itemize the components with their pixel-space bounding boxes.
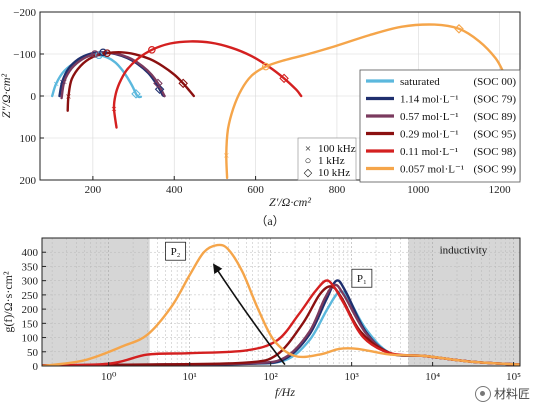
- legend-entry-soc: (SOC 00): [474, 76, 517, 88]
- drt-y-tick-label: 400: [22, 247, 39, 259]
- nyquist-markers: × ×××××: [53, 24, 464, 162]
- marker-legend-symbol: ○: [305, 155, 312, 167]
- drt-y-tick-label: 200: [22, 304, 39, 316]
- watermark-text: 材料匠: [493, 387, 530, 401]
- nyquist-series-line: [225, 23, 505, 180]
- nyquist-x-tick-label: 1000: [407, 184, 430, 196]
- drt-x-tick-label: 10¹: [183, 371, 197, 383]
- nyquist-x-tick-label: 1200: [489, 184, 512, 196]
- drt-x-axis-label: f/Hz: [275, 385, 295, 399]
- legend-entry-soc: (SOC 98): [474, 146, 517, 158]
- series-legend-box: [359, 69, 521, 183]
- drt-y-tick-label: 50: [27, 347, 39, 359]
- marker-legend-label: 100 kHz: [318, 143, 356, 155]
- marker-100khz: ×: [111, 104, 117, 116]
- marker-1khz: [148, 45, 156, 54]
- drt-ticks: 10⁰ 10¹ 10² 10³ 10⁴ 10⁵ 0 50 100 150 200 250 300 350 4…: [22, 247, 522, 383]
- shaded-band: [408, 238, 520, 366]
- drt-x-tick-label: 10³: [344, 371, 359, 383]
- nyquist-curves: [51, 23, 505, 180]
- marker-1khz: [261, 62, 270, 71]
- marker-100khz: ×: [53, 78, 59, 90]
- nyquist-panel: × ××××× 200 400 600 800 1000 1200−200−10001002…: [0, 7, 521, 228]
- nyquist-series-line: [51, 53, 143, 99]
- nyquist-x-tick-label: 800: [329, 184, 346, 196]
- drt-x-tick-label: 10⁵: [506, 371, 521, 383]
- drt-y-axis-label: g(f)/Ω·s·cm²: [1, 271, 15, 333]
- drt-plot-frame: [41, 237, 521, 367]
- marker-10khz: [279, 73, 289, 84]
- marker-100khz: ×: [59, 76, 65, 88]
- nyquist-y-tick-label: 0: [31, 91, 37, 103]
- drt-y-tick-label: 250: [22, 290, 39, 302]
- drt-shaded-bands: [42, 238, 520, 366]
- drt-annotations: P₂ P₁ inductivity: [165, 241, 488, 366]
- p1-label-box: [351, 268, 373, 288]
- nyquist-series-line: [112, 40, 303, 129]
- marker-1khz: [99, 48, 107, 57]
- marker-10khz: [454, 24, 464, 34]
- nyquist-y-axis-label: Z″/Ω·cm²: [0, 73, 13, 118]
- drt-series-line: [42, 243, 520, 366]
- legend-entry-soc: (SOC 99): [474, 164, 517, 176]
- marker-100khz: ×: [223, 150, 229, 162]
- marker-10khz: [153, 78, 163, 89]
- marker-legend-symbol: ×: [305, 143, 311, 155]
- marker-100khz: ×: [61, 76, 67, 88]
- nyquist-y-tick-label: −100: [13, 49, 36, 61]
- drt-x-tick-label: 10²: [264, 371, 279, 383]
- marker-100khz: ×: [65, 91, 71, 103]
- nyquist-x-tick-label: 600: [247, 184, 264, 196]
- drt-y-tick-label: 300: [22, 276, 39, 288]
- drt-panel: 10⁰ 10¹ 10² 10³ 10⁴ 10⁵ 0 50 100 150 200 250 300 350 4…: [1, 237, 522, 399]
- marker-legend-box: [297, 137, 357, 181]
- marker-legend-symbol: ◇: [304, 167, 313, 179]
- drt-y-tick-label: 150: [22, 318, 39, 330]
- drt-x-tick-label: 10⁴: [425, 371, 440, 383]
- legend-entry-name: 0.29 mol·L⁻¹: [400, 129, 459, 141]
- nyquist-y-tick-label: 100: [20, 133, 37, 145]
- legend-entry-soc: (SOC 79): [474, 94, 517, 106]
- nyquist-x-tick-label: 400: [166, 184, 183, 196]
- drt-y-tick-label: 350: [22, 261, 39, 273]
- panel-label-a: （a）: [255, 214, 284, 228]
- p2-label-box: [165, 241, 186, 261]
- nyquist-x-tick-label: 200: [85, 184, 102, 196]
- drt-x-tick-label: 10⁰: [101, 371, 117, 383]
- legend-entry-name: 0.11 mol·L⁻¹: [400, 146, 458, 158]
- drt-curves: [42, 243, 520, 366]
- legend-entry-soc: (SOC 95): [474, 129, 517, 141]
- legend-entry-soc: (SOC 89): [474, 111, 517, 123]
- legend-entry-name: 0.057 mol·L⁻¹: [400, 164, 464, 176]
- nyquist-ticks: 200 400 600 800 1000 1200 −200 −100 0 100 200: [13, 7, 511, 196]
- marker-legend-label: 10 kHz: [318, 167, 350, 179]
- inductivity-label: inductivity: [440, 245, 488, 257]
- marker-10khz: [131, 89, 141, 99]
- legend-entry-name: 0.57 mol·L⁻¹: [400, 111, 459, 123]
- marker-10khz: [178, 78, 188, 89]
- shift-arrow: [213, 263, 286, 366]
- nyquist-series-line: [66, 51, 195, 112]
- nyquist-y-tick-label: 200: [20, 175, 37, 187]
- nyquist-series-line: [60, 51, 166, 100]
- series-legend: saturated (SOC 00) 1.14 mol·L⁻¹ (SOC 79) 0.5…: [359, 69, 521, 183]
- wechat-icon: [474, 385, 491, 402]
- marker-10khz: [154, 84, 165, 95]
- nyquist-x-axis-label: Z′/Ω·cm²: [269, 195, 311, 209]
- drt-y-tick-label: 0: [33, 361, 39, 373]
- p1-label: P₁: [357, 273, 367, 285]
- watermark: 材料匠: [474, 385, 530, 402]
- shaded-band: [42, 238, 150, 366]
- legend-entry-name: 1.14 mol·L⁻¹: [400, 94, 459, 106]
- frequency-marker-legend: × 100 kHz ○ 1 kHz ◇ 10 kHz: [297, 137, 357, 181]
- p2-label: P₂: [171, 246, 181, 258]
- marker-legend-label: 1 kHz: [318, 155, 345, 167]
- legend-entry-name: saturated: [400, 76, 440, 88]
- marker-1khz: [91, 50, 99, 58]
- marker-1khz: [103, 49, 111, 57]
- drt-y-tick-label: 100: [22, 333, 39, 345]
- nyquist-y-tick-label: −200: [13, 7, 36, 19]
